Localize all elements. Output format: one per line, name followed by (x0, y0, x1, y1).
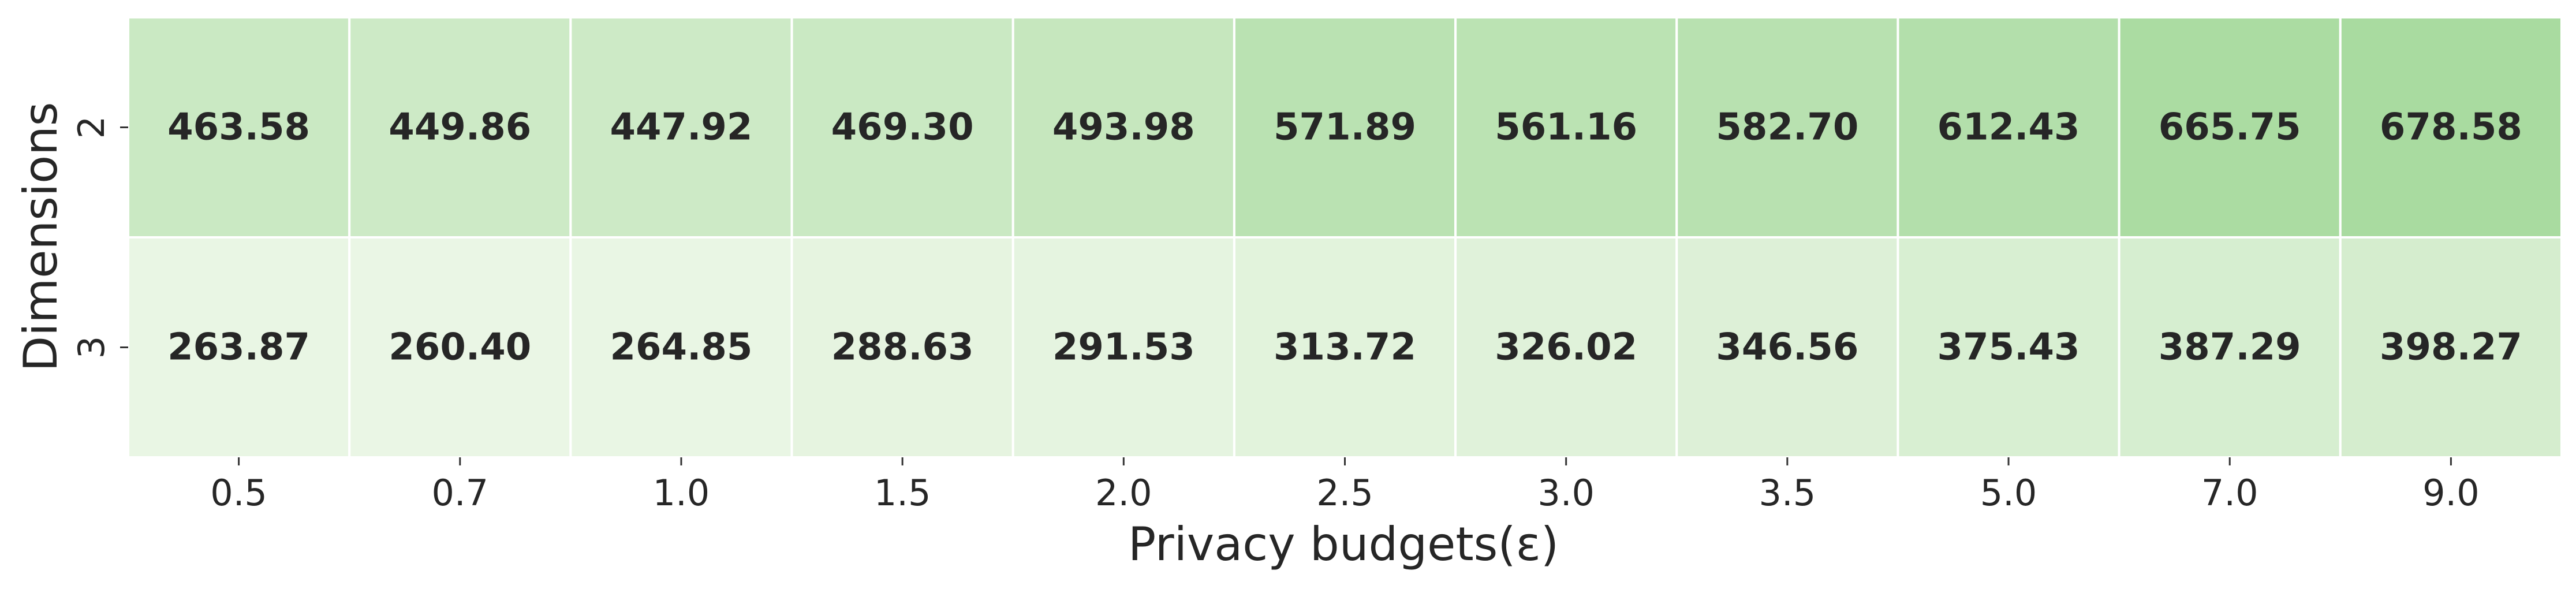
cell-value-label: 260.40 (389, 326, 531, 369)
heatmap-cell (127, 16, 351, 238)
cell-value-label: 665.75 (2159, 106, 2301, 149)
cell-value-label: 678.58 (2380, 106, 2522, 149)
heatmap-cell (1011, 16, 1235, 238)
cell-value-label: 449.86 (389, 106, 531, 149)
heatmap-cell (127, 236, 351, 458)
heatmap-cells (127, 16, 2563, 458)
x-tick-label: 3.5 (1759, 472, 1816, 514)
heatmap-cell (348, 16, 572, 238)
x-tick-label: 0.7 (431, 472, 488, 514)
cell-value-label: 264.85 (610, 326, 752, 369)
cell-value-label: 398.27 (2380, 326, 2522, 369)
heatmap-cell (1454, 236, 1678, 458)
heatmap-cell (2339, 236, 2563, 458)
heatmap-cell (1233, 236, 1457, 458)
heatmap-cell (790, 236, 1014, 458)
cell-value-label: 346.56 (1716, 326, 1858, 369)
cell-value-label: 469.30 (831, 106, 974, 149)
y-tick-label: 3 (70, 336, 113, 359)
cell-value-label: 387.29 (2159, 326, 2301, 369)
cell-value-label: 326.02 (1495, 326, 1637, 369)
x-axis-label: Privacy budgets(ε) (1128, 517, 1559, 571)
heatmap-cell (348, 236, 572, 458)
cell-value-label: 288.63 (831, 326, 974, 369)
heatmap-cell (1675, 16, 1899, 238)
heatmap-cell (569, 16, 793, 238)
heatmap-cell (1233, 16, 1457, 238)
x-tick-label: 7.0 (2201, 472, 2258, 514)
x-axis-ticks: 0.5 0.7 1.0 1.5 2.0 2.5 3.0 3.5 5.0 7.0 9.0 (210, 457, 2480, 514)
cell-value-label: 313.72 (1274, 326, 1416, 369)
x-tick-label: 9.0 (2422, 472, 2480, 514)
cell-value-label: 582.70 (1716, 106, 1858, 149)
x-tick-label: 2.5 (1316, 472, 1373, 514)
cell-value-label: 447.92 (610, 106, 752, 149)
x-tick-label: 0.5 (210, 472, 267, 514)
cell-value-label: 291.53 (1052, 326, 1195, 369)
heatmap-cell (1896, 236, 2120, 458)
cell-value-label: 561.16 (1495, 106, 1637, 149)
x-tick-label: 1.0 (653, 472, 710, 514)
x-tick-label: 3.0 (1537, 472, 1595, 514)
heatmap-cell (2118, 16, 2342, 238)
heatmap-cell (569, 236, 793, 458)
heatmap-cell (1011, 236, 1235, 458)
heatmap-cell (790, 16, 1014, 238)
cell-value-label: 463.58 (167, 106, 310, 149)
cell-value-label: 493.98 (1052, 106, 1195, 149)
cell-value-label: 571.89 (1274, 106, 1416, 149)
cell-value-label: 263.87 (167, 326, 310, 369)
heatmap-cell-labels: 463.58 449.86 447.92 469.30 493.98 571.89 561.… (167, 106, 2522, 369)
y-axis-label: Dimensions (14, 102, 68, 372)
x-tick-label: 2.0 (1095, 472, 1152, 514)
x-tick-label: 1.5 (874, 472, 931, 514)
heatmap-cell (1675, 236, 1899, 458)
heatmap-cell (2118, 236, 2342, 458)
x-tick-label: 5.0 (1980, 472, 2037, 514)
cell-value-label: 612.43 (1937, 106, 2080, 149)
y-tick-label: 2 (70, 116, 113, 139)
y-axis-ticks: 23 (70, 116, 128, 359)
cell-value-label: 375.43 (1937, 326, 2080, 369)
heatmap-cell (2339, 16, 2563, 238)
